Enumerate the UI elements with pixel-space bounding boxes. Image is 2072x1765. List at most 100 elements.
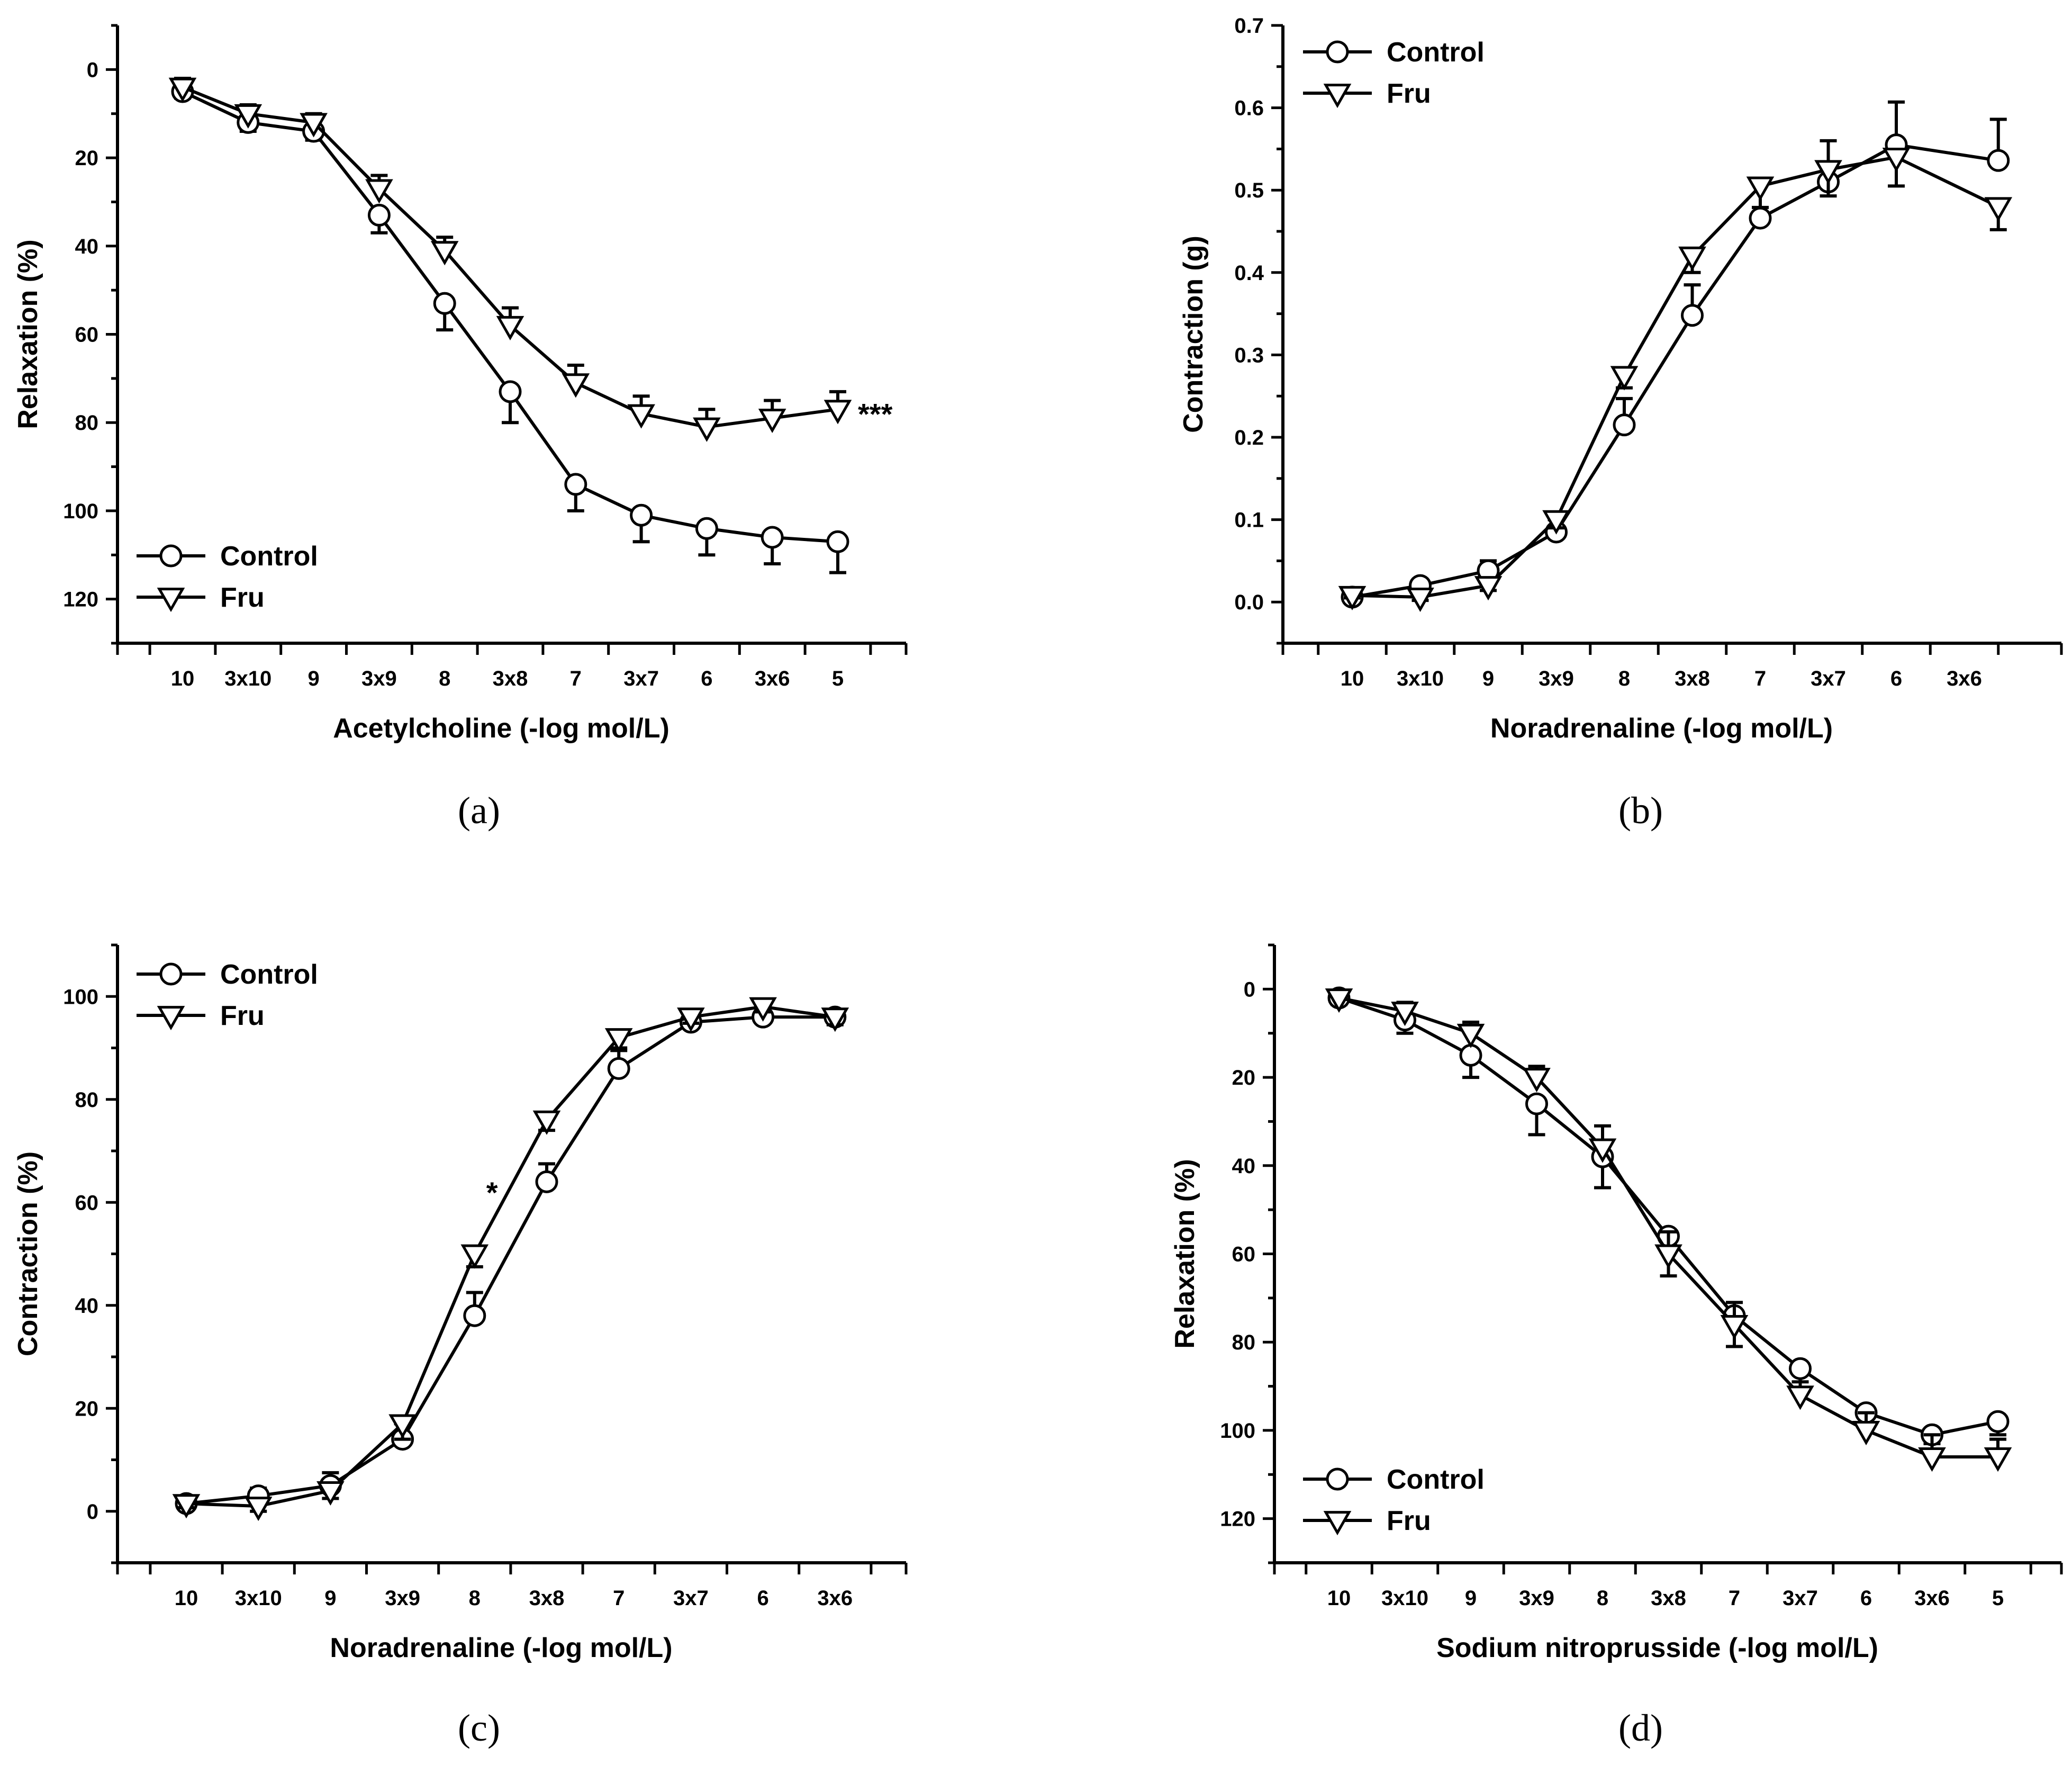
panel-label: (b)	[1618, 789, 1663, 832]
x-tick-label: 3x6	[1914, 1587, 1950, 1610]
data-point-circle	[1459, 1043, 1482, 1067]
x-tick-label: 3x9	[1539, 667, 1574, 690]
x-tick-label: 10	[175, 1587, 198, 1610]
legend-entry: Control	[137, 959, 318, 990]
data-point-triangle	[693, 417, 721, 442]
x-tick-label: 6	[1860, 1587, 1872, 1610]
y-tick-label: 0.4	[1234, 262, 1264, 285]
x-tick-label: 6	[757, 1587, 768, 1610]
y-tick-label: 0.6	[1234, 97, 1264, 120]
x-tick-label: 3x7	[1811, 667, 1846, 690]
series-control	[1341, 100, 2010, 609]
x-tick-label: 3x9	[385, 1587, 420, 1610]
x-tick-label: 3x6	[1947, 667, 1982, 690]
legend-label: Fru	[1387, 78, 1431, 109]
y-tick-label: 100	[1220, 1419, 1255, 1443]
data-point-triangle	[627, 404, 655, 429]
data-point-triangle	[532, 1110, 561, 1135]
legend-marker-circle	[159, 962, 183, 986]
data-point-triangle	[1852, 1421, 1880, 1446]
y-tick-label: 0.3	[1234, 344, 1264, 367]
data-point-circle	[1681, 304, 1704, 327]
data-point-circle	[695, 517, 718, 540]
y-axis-title: Relaxation (%)	[13, 239, 43, 429]
data-point-triangle	[1984, 197, 2013, 222]
data-point-triangle	[1654, 1244, 1682, 1269]
series-control	[175, 1005, 847, 1515]
legend-label: Control	[1387, 1464, 1485, 1495]
data-point-circle	[607, 1057, 630, 1080]
x-tick-label: 3x9	[361, 667, 397, 690]
y-tick-label: 120	[1220, 1508, 1255, 1531]
data-point-triangle	[677, 1007, 705, 1032]
data-point-circle	[1525, 1092, 1548, 1115]
panel-label: (c)	[458, 1707, 500, 1749]
series-line	[1352, 143, 1999, 599]
y-tick-label: 20	[75, 1397, 99, 1420]
x-tick-label: 6	[1890, 667, 1902, 690]
data-point-triangle	[749, 997, 777, 1022]
series-line	[1338, 996, 1998, 1437]
x-tick-label: 3x9	[1519, 1587, 1554, 1610]
data-point-triangle	[430, 241, 459, 266]
x-tick-label: 7	[1729, 1587, 1740, 1610]
legend-entry: Fru	[1303, 78, 1431, 109]
data-point-circle	[761, 526, 784, 549]
x-tick-label: 9	[1482, 667, 1494, 690]
series-control	[1327, 986, 2010, 1446]
data-point-circle	[630, 503, 653, 527]
y-tick-label: 20	[1232, 1066, 1256, 1089]
y-tick-label: 60	[1232, 1243, 1256, 1266]
x-tick-label: 9	[1465, 1587, 1477, 1610]
y-tick-label: 0.1	[1234, 509, 1264, 532]
data-point-triangle	[758, 408, 786, 434]
data-point-triangle	[316, 1481, 345, 1506]
y-tick-label: 60	[75, 323, 99, 347]
legend-label: Fru	[220, 1001, 265, 1031]
legend-marker-triangle	[157, 588, 185, 613]
y-tick-label: 0.2	[1234, 426, 1264, 449]
y-axis-title: Contraction (%)	[13, 1151, 43, 1356]
legend-label: Control	[220, 541, 318, 572]
data-point-circle	[433, 292, 456, 315]
data-point-triangle	[821, 1007, 849, 1032]
x-tick-label: 10	[1341, 667, 1364, 690]
x-tick-label: 9	[324, 1587, 336, 1610]
x-tick-label: 3x6	[817, 1587, 853, 1610]
series-fru	[1325, 988, 2012, 1472]
legend-marker-triangle	[157, 1006, 185, 1031]
panel-label: (d)	[1618, 1707, 1663, 1749]
data-point-circle	[367, 203, 391, 227]
panel-b-chart: 0.0 0.1 0.2 0.3 0.4 0.5 0.6 0.7 10 3x10 9 3x9 8 3x8 7 3…	[1178, 14, 2063, 832]
data-point-triangle	[1588, 1138, 1617, 1163]
x-tick-label: 3x7	[673, 1587, 709, 1610]
x-tick-label: 3x7	[623, 667, 659, 690]
data-point-triangle	[1610, 366, 1639, 391]
y-tick-label: 100	[63, 500, 98, 523]
data-point-circle	[1613, 413, 1636, 437]
y-axis-title: Relaxation (%)	[1170, 1159, 1200, 1348]
data-point-triangle	[234, 104, 263, 129]
x-tick-label: 3x8	[1675, 667, 1710, 690]
x-axis-title: Sodium nitroprusside (-log mol/L)	[1436, 1633, 1878, 1663]
y-tick-label: 80	[75, 1088, 99, 1112]
significance-annotation: *	[486, 1176, 498, 1209]
data-point-triangle	[460, 1244, 489, 1269]
y-tick-label: 20	[75, 147, 99, 170]
legend-entry: Control	[1303, 37, 1485, 68]
legend-entry: Fru	[137, 1001, 265, 1031]
x-tick-label: 3x8	[529, 1587, 565, 1610]
x-tick-label: 8	[469, 1587, 481, 1610]
x-tick-label: 3x10	[1381, 1587, 1428, 1610]
x-tick-label: 10	[1327, 1587, 1351, 1610]
legend-marker-triangle	[1323, 1511, 1352, 1536]
x-tick-label: 3x6	[755, 667, 790, 690]
y-tick-label: 120	[63, 588, 98, 611]
data-point-triangle	[168, 77, 197, 102]
x-tick-label: 3x10	[1397, 667, 1444, 690]
legend-label: Control	[1387, 37, 1485, 68]
legend-label: Control	[220, 959, 318, 990]
data-point-circle	[564, 473, 587, 496]
data-point-triangle	[1523, 1068, 1551, 1093]
data-point-triangle	[1918, 1447, 1946, 1472]
